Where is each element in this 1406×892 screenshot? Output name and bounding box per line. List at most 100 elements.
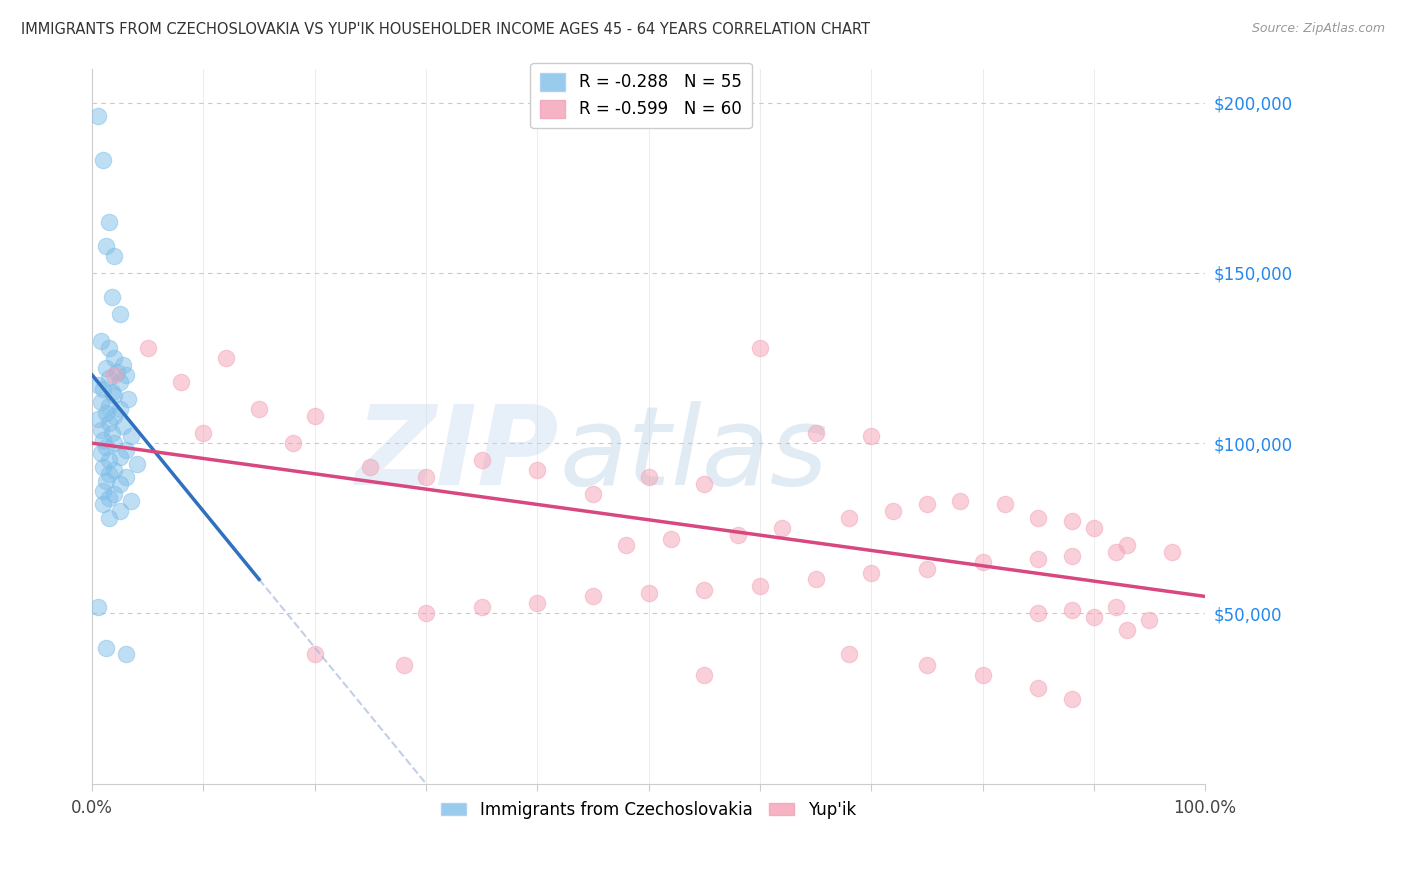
Point xyxy=(108,402,131,417)
Point xyxy=(1026,607,1049,621)
Point xyxy=(915,657,938,672)
Point xyxy=(637,470,659,484)
Point xyxy=(616,538,638,552)
Point xyxy=(91,483,114,498)
Point xyxy=(770,521,793,535)
Point xyxy=(108,450,131,464)
Point xyxy=(136,341,159,355)
Point xyxy=(415,470,437,484)
Point xyxy=(1116,624,1139,638)
Point xyxy=(471,599,494,614)
Point xyxy=(915,498,938,512)
Point xyxy=(97,416,120,430)
Point xyxy=(87,109,110,123)
Text: Source: ZipAtlas.com: Source: ZipAtlas.com xyxy=(1251,22,1385,36)
Point xyxy=(526,596,548,610)
Point xyxy=(112,419,135,434)
Point xyxy=(94,405,117,419)
Point xyxy=(94,440,117,454)
Point xyxy=(860,566,883,580)
Point xyxy=(1060,515,1083,529)
Point xyxy=(972,555,994,569)
Point xyxy=(103,368,125,382)
Point xyxy=(90,334,112,348)
Point xyxy=(103,351,125,365)
Point xyxy=(994,498,1017,512)
Point xyxy=(1083,521,1105,535)
Point xyxy=(1105,599,1128,614)
Point xyxy=(97,491,120,505)
Point xyxy=(108,477,131,491)
Point xyxy=(97,453,120,467)
Point xyxy=(1083,610,1105,624)
Point xyxy=(94,238,117,252)
Point xyxy=(915,562,938,576)
Point xyxy=(90,395,112,409)
Point xyxy=(304,409,326,423)
Point xyxy=(101,425,124,440)
Point xyxy=(91,460,114,475)
Point xyxy=(281,436,304,450)
Point xyxy=(1060,549,1083,563)
Point xyxy=(114,648,136,662)
Point xyxy=(125,457,148,471)
Point xyxy=(108,307,131,321)
Point xyxy=(94,640,117,655)
Point xyxy=(193,425,215,440)
Point xyxy=(392,657,415,672)
Point xyxy=(103,409,125,423)
Point xyxy=(101,385,124,400)
Point xyxy=(247,402,270,417)
Point xyxy=(1160,545,1182,559)
Point xyxy=(693,477,716,491)
Point xyxy=(1116,538,1139,552)
Text: ZIP: ZIP xyxy=(356,401,560,508)
Point xyxy=(103,487,125,501)
Point xyxy=(582,590,605,604)
Point xyxy=(103,249,125,263)
Point xyxy=(838,511,860,525)
Point xyxy=(749,579,772,593)
Point xyxy=(87,378,110,392)
Point xyxy=(90,446,112,460)
Point xyxy=(804,425,827,440)
Point xyxy=(94,361,117,376)
Point xyxy=(1060,603,1083,617)
Point xyxy=(359,460,381,475)
Point xyxy=(108,375,131,389)
Point xyxy=(749,341,772,355)
Point xyxy=(87,412,110,426)
Point xyxy=(1139,613,1161,627)
Point xyxy=(120,429,142,443)
Point xyxy=(112,358,135,372)
Point xyxy=(860,429,883,443)
Legend: Immigrants from Czechoslovakia, Yup'ik: Immigrants from Czechoslovakia, Yup'ik xyxy=(434,794,862,825)
Point xyxy=(215,351,238,365)
Point xyxy=(693,667,716,681)
Point xyxy=(91,153,114,168)
Point xyxy=(91,382,114,396)
Point xyxy=(1026,552,1049,566)
Point xyxy=(972,667,994,681)
Point xyxy=(659,532,682,546)
Point xyxy=(949,494,972,508)
Point xyxy=(97,399,120,413)
Point xyxy=(114,368,136,382)
Text: atlas: atlas xyxy=(560,401,828,508)
Point xyxy=(97,467,120,481)
Point xyxy=(582,487,605,501)
Point xyxy=(101,290,124,304)
Point xyxy=(882,504,904,518)
Point xyxy=(838,648,860,662)
Point xyxy=(415,607,437,621)
Point xyxy=(97,341,120,355)
Point xyxy=(94,474,117,488)
Point xyxy=(471,453,494,467)
Point xyxy=(1026,681,1049,696)
Point xyxy=(1060,691,1083,706)
Point xyxy=(114,442,136,457)
Point xyxy=(727,528,749,542)
Point xyxy=(91,498,114,512)
Point xyxy=(97,511,120,525)
Point xyxy=(120,494,142,508)
